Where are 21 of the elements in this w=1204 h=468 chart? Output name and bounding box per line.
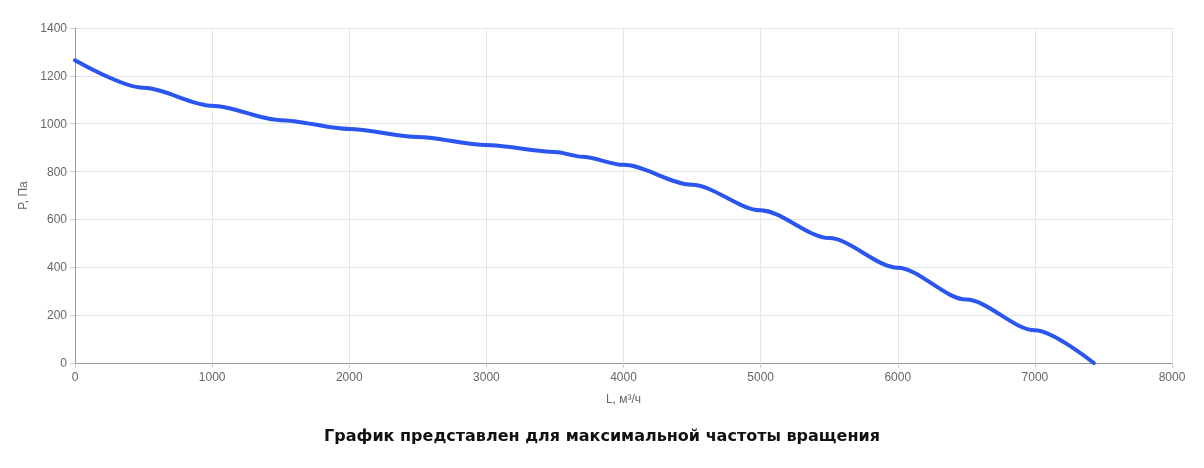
x-tick-label: 7000 (1021, 370, 1049, 384)
x-tick-label: 1000 (198, 370, 226, 384)
x-tick-label: 0 (71, 370, 79, 384)
y-axis-title: P, Па (16, 180, 31, 210)
y-tick-label: 600 (46, 212, 68, 227)
x-tick-label: 3000 (473, 370, 501, 384)
x-tick-label: 4000 (610, 370, 638, 384)
x-tick-label: 6000 (884, 370, 912, 384)
y-tick-label: 1400 (40, 21, 68, 35)
y-tick-label: 200 (46, 308, 68, 323)
x-tick-label: 5000 (747, 370, 775, 384)
line-series (73, 58, 1096, 365)
text: График представлен для максимальной частоты вращения (323, 426, 881, 445)
x-tick-label: 8000 (1158, 370, 1186, 384)
x-tick-label: 2000 (335, 370, 363, 384)
y-tick-label: 0 (60, 356, 68, 370)
y-tick-label: 1200 (40, 68, 68, 83)
y-tick-label: 800 (46, 164, 68, 179)
x-axis-title: L, м³/ч (605, 392, 642, 406)
y-tick-label: 400 (46, 260, 68, 275)
y-tick-label: 1000 (40, 116, 68, 131)
